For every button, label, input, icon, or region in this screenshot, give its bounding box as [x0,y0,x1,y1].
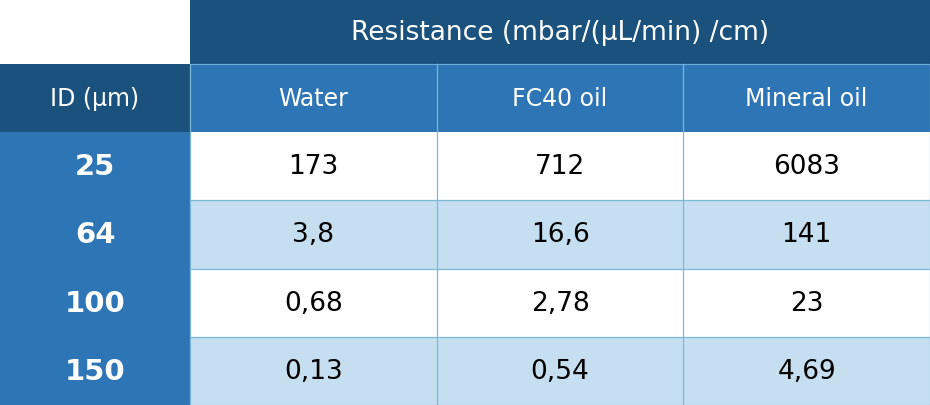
Bar [190,133,437,201]
Bar [0,269,190,337]
Text: 23: 23 [790,290,823,316]
Text: Water: Water [278,87,348,111]
Text: FC40 oil: FC40 oil [512,87,607,111]
Text: 25: 25 [75,153,115,181]
Bar [437,201,684,269]
Text: Mineral oil: Mineral oil [746,87,868,111]
Bar [437,269,684,337]
Text: 2,78: 2,78 [531,290,590,316]
Bar [684,133,930,201]
Text: 16,6: 16,6 [531,222,590,248]
Text: 173: 173 [288,154,339,180]
Text: 64: 64 [74,221,115,249]
Bar [190,0,930,65]
Text: 3,8: 3,8 [292,222,334,248]
Text: ID (μm): ID (μm) [50,87,140,111]
Text: 150: 150 [65,357,126,385]
Bar [190,201,437,269]
Bar [0,65,190,133]
Text: 0,68: 0,68 [284,290,343,316]
Bar [437,65,684,133]
Bar [0,0,190,65]
Bar [0,133,190,201]
Text: 6083: 6083 [773,154,840,180]
Bar [437,337,684,405]
Bar [190,269,437,337]
Text: 100: 100 [64,289,126,317]
Text: 0,13: 0,13 [284,358,343,384]
Bar [684,269,930,337]
Bar [684,65,930,133]
Bar [190,65,437,133]
Text: 0,54: 0,54 [531,358,590,384]
Bar [437,133,684,201]
Text: Resistance (mbar/(μL/min) /cm): Resistance (mbar/(μL/min) /cm) [351,19,769,45]
Text: 141: 141 [781,222,831,248]
Bar [684,337,930,405]
Bar [0,201,190,269]
Bar [190,337,437,405]
Text: 4,69: 4,69 [777,358,836,384]
Bar [0,337,190,405]
Text: 712: 712 [535,154,585,180]
Bar [684,201,930,269]
